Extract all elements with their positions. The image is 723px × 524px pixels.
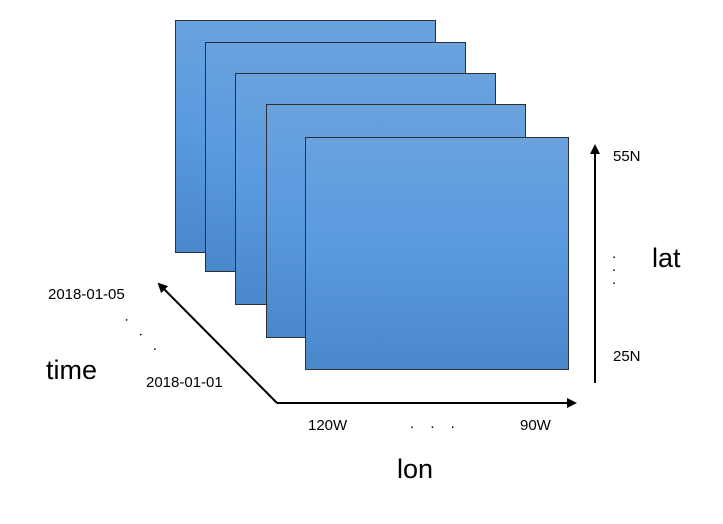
- lon-left-label: 120W: [308, 417, 348, 434]
- time-end-label: 2018-01-05: [48, 286, 125, 303]
- lat-axis-label: lat: [652, 243, 681, 273]
- time-start-label: 2018-01-01: [146, 374, 223, 391]
- lat-bottom-label: 25N: [613, 348, 641, 365]
- lon-ellipsis: . . .: [410, 415, 461, 432]
- lon-axis-label: lon: [397, 454, 434, 484]
- time-axis-arrow: [157, 282, 278, 404]
- lat-top-label: 55N: [613, 148, 641, 165]
- lon-right-label: 90W: [520, 417, 551, 434]
- lat-ellipsis: . . .: [612, 245, 617, 288]
- time-axis-label: time: [46, 355, 98, 385]
- time-slice-1: [305, 137, 569, 370]
